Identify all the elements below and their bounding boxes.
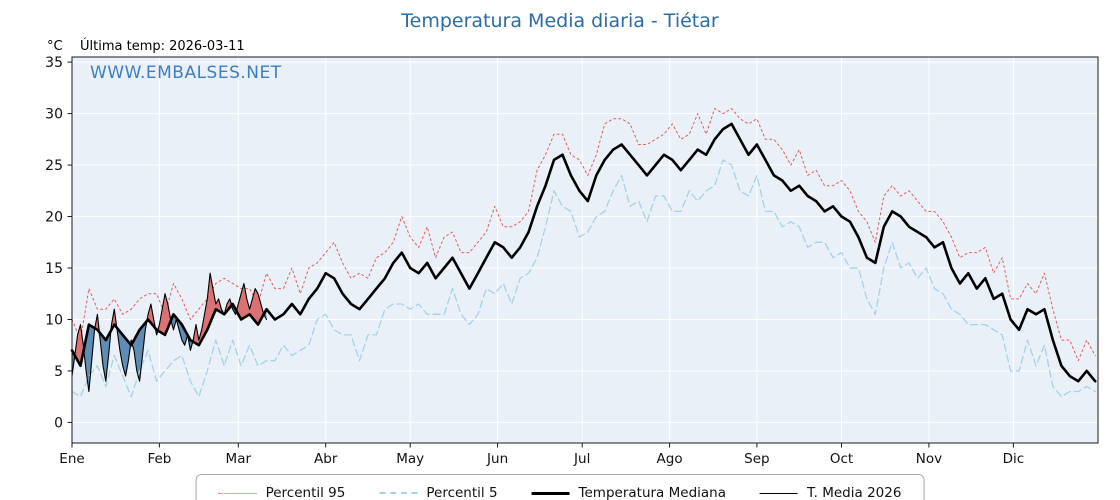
fill-above-median <box>72 273 267 366</box>
legend-item-mediana: Temperatura Mediana <box>531 485 726 500</box>
tmedia-2026-line-sample <box>760 492 798 494</box>
x-tick-label: Sep <box>744 451 769 467</box>
last-temp-label: Última temp: 2026-03-11 <box>80 39 245 54</box>
x-tick-label: Oct <box>830 451 853 467</box>
legend-item-percentil-5: Percentil 5 <box>379 485 498 500</box>
x-tick-label: Ago <box>657 451 683 467</box>
legend-item-tmedia-2026: T. Media 2026 <box>760 485 901 500</box>
percentil-5-line-sample <box>379 492 418 494</box>
x-tick-label: Dic <box>1003 451 1025 467</box>
y-axis-unit-label: °C <box>47 39 63 54</box>
x-tick-label: Ene <box>59 451 84 467</box>
x-tick-label: Abr <box>314 451 338 467</box>
percentil-95-line-sample <box>218 492 257 494</box>
x-tick-label: Jun <box>486 451 508 467</box>
y-tick-label: 5 <box>54 364 63 380</box>
legend-item-percentil-95: Percentil 95 <box>218 485 346 500</box>
chart-title: Temperatura Media diaria - Tiétar <box>401 10 719 32</box>
plot-background <box>72 57 1098 443</box>
legend-label-mediana: Temperatura Mediana <box>578 485 726 500</box>
x-tick-label: Nov <box>916 451 942 467</box>
y-tick-label: 25 <box>45 158 63 174</box>
y-tick-label: 30 <box>45 107 63 123</box>
mediana-line-sample <box>531 491 570 495</box>
x-tick-label: May <box>396 451 424 467</box>
x-tick-label: Jul <box>573 451 590 467</box>
legend-label-percentil-5: Percentil 5 <box>426 485 498 500</box>
x-tick-label: Feb <box>147 451 171 467</box>
legend-label-percentil-95: Percentil 95 <box>265 485 346 500</box>
legend-label-tmedia-2026: T. Media 2026 <box>807 485 902 500</box>
chart-legend: Percentil 95 Percentil 5 Temperatura Med… <box>195 474 925 500</box>
plot-frame <box>71 56 1099 444</box>
mediana-line <box>70 122 1097 383</box>
y-tick-label: 15 <box>45 261 63 277</box>
tmedia-2026-line <box>71 272 268 393</box>
percentil-5-line <box>71 159 1096 398</box>
x-tick-label: Mar <box>226 451 252 467</box>
y-tick-label: 0 <box>54 415 63 431</box>
y-tick-label: 35 <box>45 55 63 71</box>
y-tick-label: 10 <box>45 313 63 329</box>
y-tick-label: 20 <box>45 210 63 226</box>
